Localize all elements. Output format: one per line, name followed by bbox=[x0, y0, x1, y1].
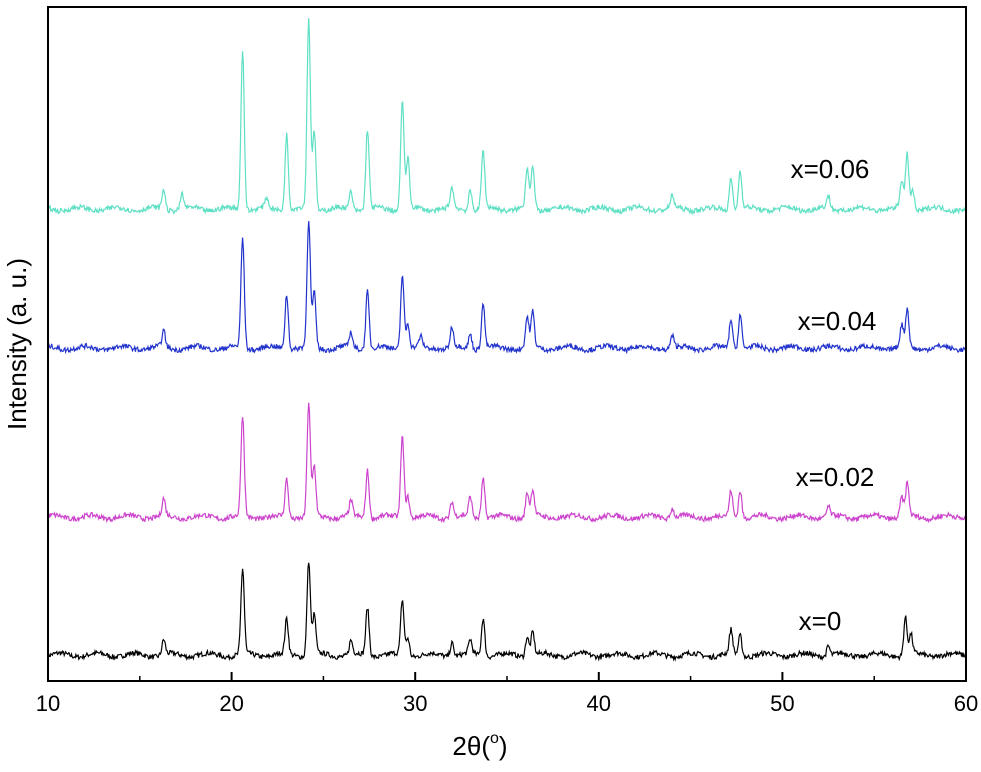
x-axis-label-close: ) bbox=[499, 731, 508, 761]
x-axis-label-unit: o bbox=[490, 730, 499, 747]
series-line-4 bbox=[47, 18, 967, 216]
series-label-2: x=0.02 bbox=[796, 462, 875, 492]
series-label-4: x=0.06 bbox=[791, 154, 870, 184]
series-line-1 bbox=[47, 562, 967, 662]
x-axis-tick-labels: 10 20 30 40 50 60 bbox=[36, 691, 978, 716]
series-labels: x=0 x=0.02 x=0.04 x=0.06 bbox=[791, 154, 877, 636]
series-label-3: x=0.04 bbox=[798, 306, 877, 336]
y-axis-label: Intensity (a. u.) bbox=[2, 258, 32, 430]
x-tick-label: 50 bbox=[770, 691, 794, 716]
series-label-1: x=0 bbox=[799, 606, 842, 636]
x-tick-label: 20 bbox=[219, 691, 243, 716]
x-tick-label: 40 bbox=[587, 691, 611, 716]
x-tick-label: 30 bbox=[403, 691, 427, 716]
series-line-3 bbox=[47, 221, 967, 355]
x-axis-ticks bbox=[47, 672, 967, 681]
x-tick-label: 60 bbox=[954, 691, 978, 716]
x-axis-label-main: 2θ( bbox=[452, 731, 490, 761]
x-axis-label: 2θ(o) bbox=[452, 730, 507, 761]
series-line-2 bbox=[47, 402, 967, 524]
x-tick-label: 10 bbox=[36, 691, 60, 716]
series-layer bbox=[47, 18, 967, 662]
